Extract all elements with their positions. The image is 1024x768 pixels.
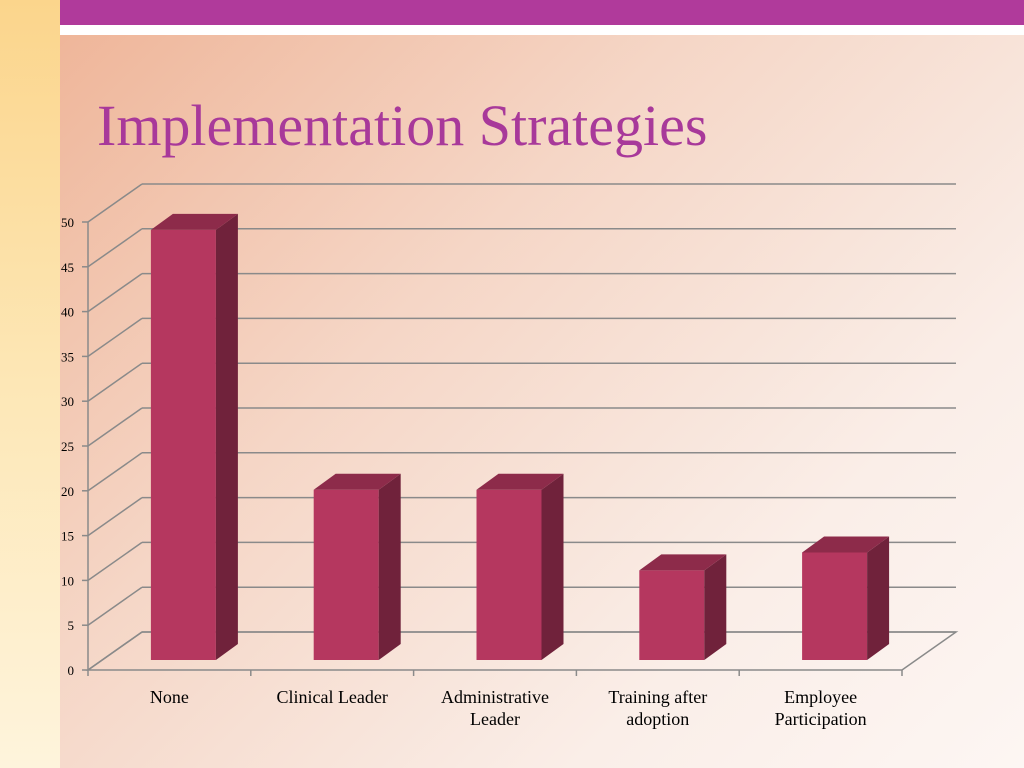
x-tick-label: Administrative Leader bbox=[441, 687, 549, 729]
x-tick-label: None bbox=[149, 687, 189, 707]
wall-grid-line bbox=[87, 541, 143, 582]
bar-top bbox=[313, 473, 401, 490]
bar bbox=[313, 489, 379, 660]
y-tick-label: 5 bbox=[68, 618, 75, 633]
wall-grid-line bbox=[87, 183, 143, 223]
y-tick-label: 25 bbox=[61, 439, 74, 454]
bar bbox=[150, 229, 216, 661]
wall-grid-line bbox=[87, 452, 143, 492]
wall-grid-line bbox=[87, 317, 143, 358]
x-tick-label: Training after adoption bbox=[608, 687, 708, 729]
wall-grid-line bbox=[87, 407, 143, 447]
y-tick-label: 20 bbox=[61, 484, 74, 499]
bar-side bbox=[867, 536, 890, 660]
side-strip bbox=[0, 0, 60, 768]
bar-top bbox=[639, 554, 727, 571]
x-tick-label: Employee Participation bbox=[774, 687, 867, 729]
wall-grid-line bbox=[87, 362, 143, 402]
y-tick-label: 0 bbox=[68, 663, 75, 678]
bar-side bbox=[704, 554, 727, 660]
bar-top bbox=[802, 536, 890, 553]
x-tick-label: Clinical Leader bbox=[276, 687, 388, 707]
bar-side bbox=[541, 473, 564, 660]
wall-grid-line bbox=[87, 631, 143, 671]
wall-grid-line bbox=[87, 586, 143, 626]
bar bbox=[802, 552, 868, 660]
top-line bbox=[60, 25, 1024, 35]
y-tick-label: 50 bbox=[61, 215, 74, 230]
chart-title: Implementation Strategies bbox=[97, 93, 708, 158]
y-tick-label: 35 bbox=[61, 349, 74, 364]
bar bbox=[639, 570, 705, 660]
y-tick-label: 40 bbox=[61, 305, 74, 320]
y-tick-label: 45 bbox=[61, 260, 74, 275]
y-tick-label: 10 bbox=[61, 573, 74, 588]
bar bbox=[476, 489, 542, 660]
y-tick-label: 30 bbox=[61, 394, 74, 409]
wall-grid-line bbox=[87, 272, 143, 313]
wall-grid-line bbox=[87, 496, 143, 537]
bar-side bbox=[215, 213, 238, 661]
y-tick-label: 15 bbox=[61, 529, 74, 544]
top-bar bbox=[60, 0, 1024, 25]
wall-grid-line bbox=[87, 228, 143, 268]
bar-top bbox=[476, 473, 564, 490]
bar-side bbox=[378, 473, 401, 660]
bar-top bbox=[150, 213, 238, 230]
